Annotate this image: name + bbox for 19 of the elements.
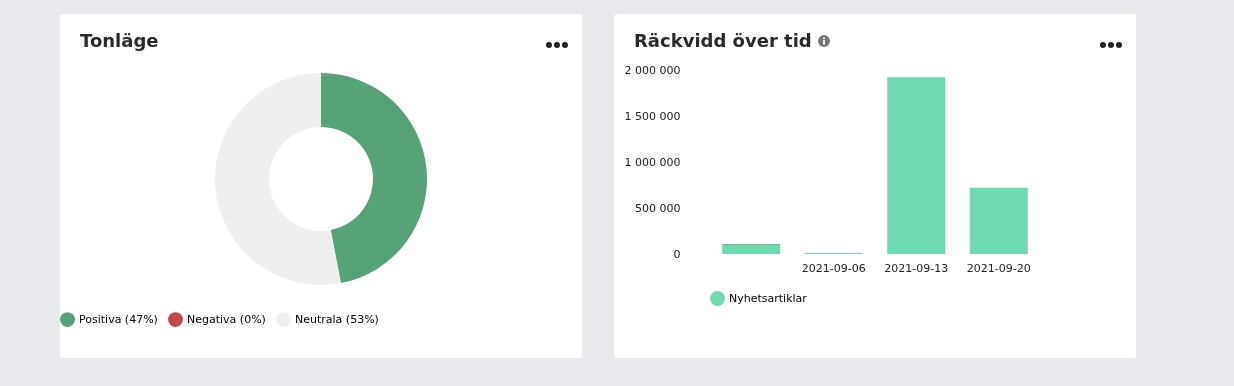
- chart-title: Räckvidd över tid: [634, 30, 812, 51]
- donut-slice: [321, 73, 427, 284]
- bar: [887, 77, 946, 254]
- y-tick-label: 1 000 000: [624, 155, 681, 169]
- chart-title: Tonläge: [80, 30, 159, 51]
- x-tick-label: 2021-09-20: [966, 261, 1031, 275]
- legend-label: Positiva (47%): [79, 312, 158, 326]
- y-tick-label: 500 000: [635, 201, 681, 215]
- legend-label: Negativa (0%): [187, 312, 266, 326]
- legend-label: Nyhetsartiklar: [729, 291, 808, 305]
- x-tick-label: 2021-09-06: [801, 261, 866, 275]
- legend-label: Neutrala (53%): [295, 312, 379, 326]
- donut-slice: [215, 73, 341, 285]
- x-tick-label: 2021-09-13: [884, 261, 949, 275]
- y-tick-label: 0: [673, 247, 681, 261]
- y-tick-label: 1 500 000: [624, 109, 681, 123]
- bar: [969, 187, 1028, 254]
- bar: [722, 244, 781, 254]
- y-tick-label: 2 000 000: [624, 63, 681, 77]
